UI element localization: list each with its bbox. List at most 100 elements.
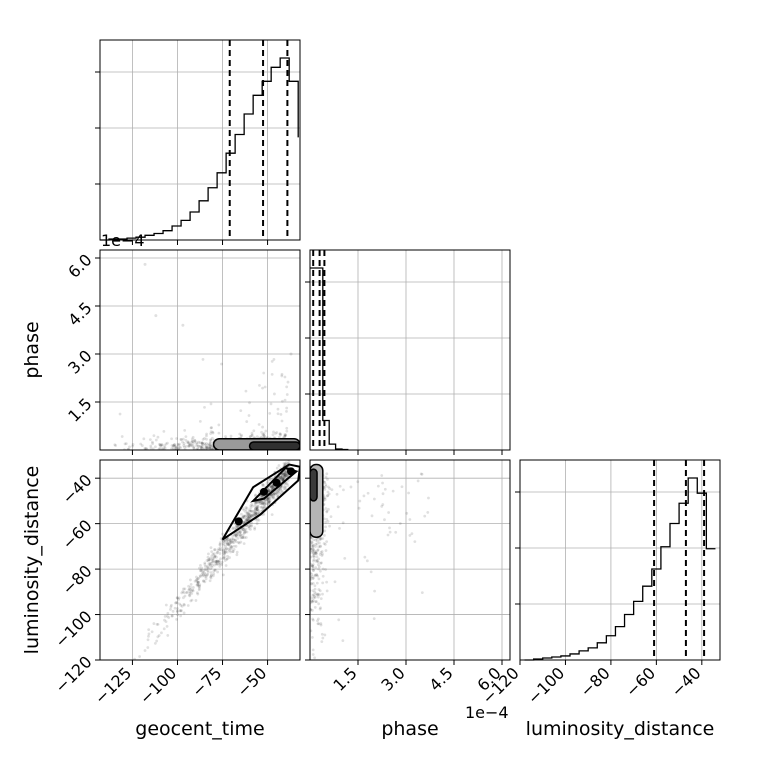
- scatter-point: [166, 611, 170, 615]
- scatter-point: [258, 500, 262, 504]
- scatter-point: [263, 385, 267, 389]
- scatter-point: [365, 559, 369, 563]
- scatter-point: [281, 478, 285, 482]
- scatter-point: [266, 498, 269, 501]
- scatter-point: [223, 552, 226, 556]
- scatter-point: [321, 537, 325, 540]
- scatter-point: [267, 501, 271, 505]
- scatter-point: [311, 593, 315, 597]
- scatter-point: [315, 558, 319, 562]
- scatter-point: [319, 606, 322, 610]
- scatter-point: [229, 550, 233, 554]
- contours-phase-distance: [310, 463, 324, 539]
- scatter-point: [283, 398, 287, 402]
- scatter-point: [197, 588, 201, 592]
- scatter-point: [285, 409, 288, 413]
- scatter-point: [204, 446, 208, 450]
- scatter-point: [283, 434, 287, 438]
- scatter-point: [314, 538, 318, 542]
- scatter-point: [203, 442, 206, 446]
- scatter-point: [191, 444, 194, 448]
- scatter-point: [218, 548, 222, 552]
- scatter-point: [263, 501, 267, 505]
- x-tick-label: −100: [524, 663, 569, 708]
- scatter-point: [71, 446, 74, 449]
- scatter-point: [323, 633, 327, 637]
- scatter-point: [271, 492, 275, 496]
- scatter-point: [257, 511, 261, 515]
- scatter-point: [316, 539, 319, 543]
- scatter-point: [209, 402, 213, 406]
- scatter-point: [319, 551, 323, 554]
- scatter-point: [315, 573, 319, 576]
- scatter-point: [230, 545, 233, 549]
- scatter-point: [242, 531, 246, 535]
- scatter-point: [144, 446, 148, 450]
- scatter-point: [244, 508, 248, 512]
- scatter-point: [279, 489, 283, 492]
- scatter-point: [206, 569, 210, 572]
- scatter-point: [233, 538, 237, 542]
- scatter-point: [170, 614, 174, 618]
- scatter-point: [166, 441, 169, 445]
- scatter-point: [310, 608, 314, 612]
- scatter-point: [203, 575, 207, 578]
- scatter-point: [88, 441, 91, 444]
- y-tick-label: −40: [58, 470, 95, 507]
- scatter-point: [312, 596, 315, 600]
- scatter-point: [191, 586, 195, 589]
- scatter-point: [170, 437, 173, 441]
- scatter-point: [238, 531, 242, 535]
- scatter-point: [314, 566, 318, 570]
- scatter-point: [165, 614, 169, 618]
- scatter-point: [310, 542, 313, 546]
- scatter-point: [274, 492, 278, 496]
- scatter-point: [222, 551, 225, 555]
- scatter-point: [249, 509, 252, 513]
- scatter-point: [316, 622, 320, 626]
- scatter-point: [270, 359, 274, 363]
- scatter-point: [259, 495, 262, 499]
- scatter-point: [154, 445, 157, 449]
- scatter-point: [205, 446, 209, 449]
- scatter-point: [157, 634, 161, 637]
- scatter-point: [243, 528, 247, 532]
- scatter-point: [223, 559, 227, 562]
- scatter-point: [215, 551, 219, 555]
- scatter-point: [247, 515, 251, 519]
- scatter-point: [221, 532, 224, 536]
- scatter-point: [362, 494, 366, 498]
- scatter-point: [262, 431, 266, 435]
- scatter-point: [383, 487, 387, 491]
- scatter-point: [276, 407, 280, 411]
- scatter-point: [261, 502, 265, 505]
- scatter-point: [151, 447, 155, 450]
- scatter-point: [383, 518, 386, 522]
- scatter-point: [282, 472, 286, 476]
- scatter-point: [181, 440, 184, 444]
- scatter-point: [225, 547, 229, 551]
- scatter-point: [310, 575, 314, 578]
- scatter-point: [230, 547, 233, 551]
- scatter-point: [206, 566, 210, 570]
- scatter-point: [181, 596, 185, 600]
- scatter-point: [258, 500, 262, 503]
- scatter-point: [282, 476, 286, 480]
- scatter-point: [311, 653, 315, 656]
- scatter-point: [236, 541, 240, 544]
- scatter-point: [234, 540, 238, 544]
- scatter-point: [313, 656, 317, 660]
- scatter-point: [136, 671, 139, 674]
- scatter-point: [199, 444, 203, 448]
- scatter-point: [190, 589, 193, 593]
- scatter-point: [222, 553, 226, 557]
- scatter-point: [262, 506, 265, 510]
- scatter-point: [245, 518, 249, 522]
- scatter-point: [196, 583, 200, 587]
- scatter-point: [325, 580, 329, 584]
- scatter-point: [246, 515, 250, 518]
- scatter-point: [263, 505, 266, 508]
- scatter-point: [131, 444, 135, 448]
- scatter-point: [226, 554, 229, 558]
- scatter-point: [243, 514, 247, 518]
